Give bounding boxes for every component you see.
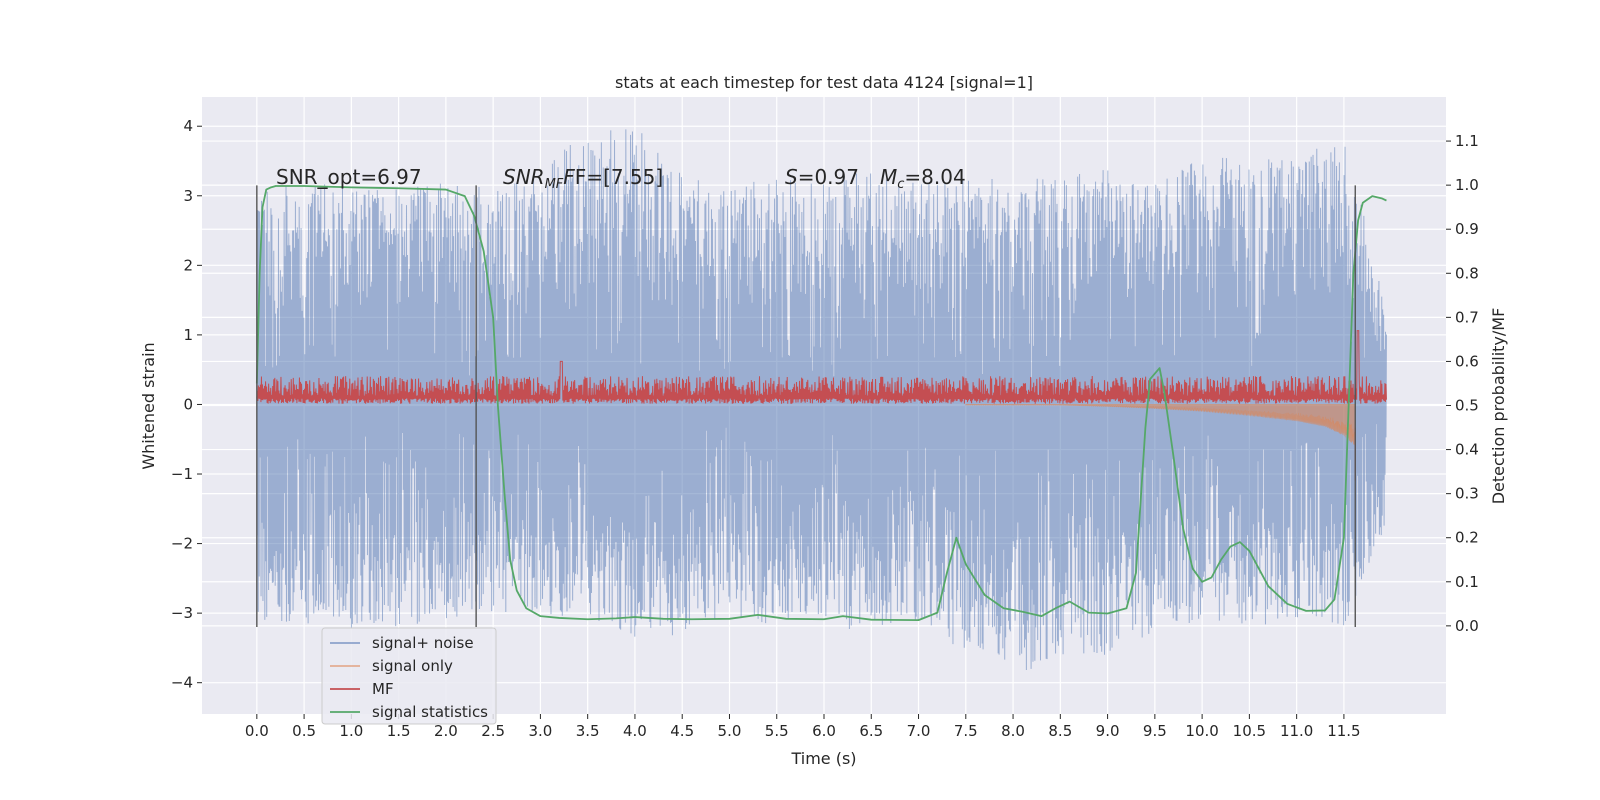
x-axis-label: Time (s) <box>790 749 856 768</box>
y-right-tick-label: 0.7 <box>1455 308 1479 326</box>
x-tick-label: 3.0 <box>528 722 552 740</box>
y-right-tick-label: 0.5 <box>1455 397 1479 415</box>
mf-line <box>256 330 1387 404</box>
y-right-tick-label: 1.1 <box>1455 132 1479 150</box>
y-axis-ticks: 4 3 2 1 0 −1 −2 −3 −4 <box>171 117 202 692</box>
annotation-mc-symbol: M <box>880 165 897 189</box>
y-tick-label: −3 <box>171 604 193 622</box>
x-tick-label: 2.5 <box>481 722 505 740</box>
x-tick-label: 5.5 <box>765 722 789 740</box>
legend: signal+ noise signal only MF signal statist… <box>321 627 497 725</box>
x-tick-label: 2.0 <box>434 722 458 740</box>
annotation-s: S=0.97 <box>785 165 859 189</box>
y-right-axis-ticks: 1.1 1.0 0.9 0.8 0.7 0.6 0.5 0.4 0.3 0.2 0.1 0.0 <box>1446 132 1479 635</box>
y-right-tick-label: 0.2 <box>1455 529 1479 547</box>
x-tick-label: 0.0 <box>245 722 269 740</box>
y-right-tick-label: 0.0 <box>1455 617 1479 635</box>
annotation-mc-sub: c <box>897 177 904 192</box>
y-tick-label: 0 <box>183 395 193 413</box>
annotation-s-symbol: S <box>785 165 798 189</box>
x-tick-label: 11.5 <box>1327 722 1360 740</box>
legend-label-signal-only: signal only <box>372 657 453 675</box>
x-tick-label: 6.0 <box>812 722 836 740</box>
x-tick-label: 9.0 <box>1096 722 1120 740</box>
x-tick-label: 10.0 <box>1185 722 1218 740</box>
x-tick-label: 7.0 <box>907 722 931 740</box>
annotation-mc-value: =8.04 <box>904 165 965 189</box>
y-tick-label: 3 <box>183 187 193 205</box>
y-right-tick-label: 0.4 <box>1455 441 1479 459</box>
legend-box <box>321 627 497 725</box>
series-signal-only <box>965 404 1356 446</box>
y-tick-label: −1 <box>171 465 193 483</box>
x-tick-label: 1.0 <box>339 722 363 740</box>
y-right-tick-label: 0.6 <box>1455 352 1479 370</box>
x-tick-label: 5.0 <box>718 722 742 740</box>
legend-label-signal-noise: signal+ noise <box>372 634 474 652</box>
y-tick-label: 4 <box>183 117 193 135</box>
x-tick-label: 1.5 <box>387 722 411 740</box>
annotation-snr-mf-f: F <box>563 165 575 189</box>
annotation-snr-mf-main: SNR <box>503 165 545 189</box>
x-tick-label: 9.5 <box>1143 722 1167 740</box>
x-tick-label: 3.5 <box>576 722 600 740</box>
legend-label-signal-statistics: signal statistics <box>372 703 488 721</box>
annotation-snr-mf-value: F=[7.55] <box>575 165 663 189</box>
chart-title: stats at each timestep for test data 412… <box>615 73 1033 92</box>
y-tick-label: 2 <box>183 256 193 274</box>
annotation-snr-opt: SNR_opt=6.97 <box>276 165 422 189</box>
x-tick-label: 11.0 <box>1280 722 1313 740</box>
y-right-tick-label: 0.1 <box>1455 573 1479 591</box>
y-right-axis-label: Detection probability/MF <box>1489 308 1508 505</box>
signal-only-line <box>965 404 1356 446</box>
x-axis-ticks: 0.0 0.5 1.0 1.5 2.0 2.5 3.0 3.5 4.0 4.5 5.0 5.5 6.0 6… <box>245 714 1361 740</box>
x-tick-label: 10.5 <box>1233 722 1266 740</box>
y-right-tick-label: 0.3 <box>1455 485 1479 503</box>
series-signal-statistics <box>255 185 1387 622</box>
y-right-tick-label: 1.0 <box>1455 176 1479 194</box>
x-tick-label: 6.5 <box>859 722 883 740</box>
signal-noise-line <box>256 129 1387 670</box>
y-tick-label: −2 <box>171 535 193 553</box>
x-tick-label: 8.5 <box>1048 722 1072 740</box>
annotation-snr-mf: SNRMFFF=[7.55] <box>503 165 663 192</box>
y-tick-label: 1 <box>183 326 193 344</box>
y-tick-label: −4 <box>171 674 193 692</box>
x-tick-label: 4.0 <box>623 722 647 740</box>
annotation-s-value: =0.97 <box>798 165 859 189</box>
legend-label-mf: MF <box>372 680 394 698</box>
x-tick-label: 0.5 <box>292 722 316 740</box>
annotation-snr-mf-sub: MF <box>545 177 564 192</box>
y-axis-label: Whitened strain <box>139 342 158 469</box>
annotation-mc: Mc=8.04 <box>880 165 966 192</box>
y-right-tick-label: 0.8 <box>1455 264 1479 282</box>
y-right-tick-label: 0.9 <box>1455 220 1479 238</box>
x-tick-label: 7.5 <box>954 722 978 740</box>
signal-statistics-line <box>255 185 1387 622</box>
x-tick-label: 8.0 <box>1001 722 1025 740</box>
x-tick-label: 4.5 <box>670 722 694 740</box>
series-signal-noise <box>256 129 1387 670</box>
vertical-markers <box>256 185 1356 628</box>
